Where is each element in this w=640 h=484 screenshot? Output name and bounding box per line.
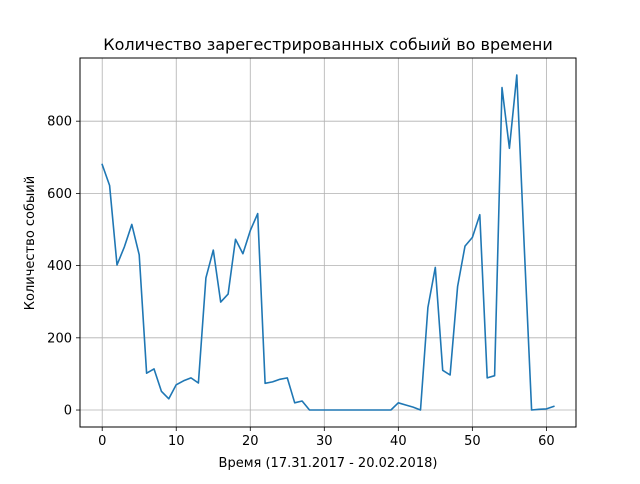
series-layer bbox=[101, 74, 555, 411]
plot-frame bbox=[79, 57, 577, 428]
y-tick-label: 400 bbox=[47, 259, 72, 274]
x-tick-label: 40 bbox=[390, 434, 407, 449]
y-tick-label: 200 bbox=[47, 331, 72, 346]
grid bbox=[80, 58, 576, 427]
x-tick-label: 60 bbox=[538, 434, 555, 449]
series-line bbox=[101, 74, 555, 411]
y-tick-label: 600 bbox=[47, 187, 72, 202]
x-axis-label: Время (17.31.2017 - 20.02.2018) bbox=[219, 456, 438, 471]
chart-title: Количество зарегестрированных собыий во … bbox=[103, 35, 553, 54]
x-tick-label: 10 bbox=[168, 434, 185, 449]
x-tick-label: 30 bbox=[316, 434, 333, 449]
y-tick-label: 0 bbox=[64, 404, 72, 419]
x-tick-label: 20 bbox=[242, 434, 259, 449]
x-tick-label: 0 bbox=[98, 434, 106, 449]
y-axis-label: Количество собыий bbox=[23, 176, 38, 310]
y-tick-label: 800 bbox=[47, 115, 72, 130]
x-tick-label: 50 bbox=[464, 434, 481, 449]
